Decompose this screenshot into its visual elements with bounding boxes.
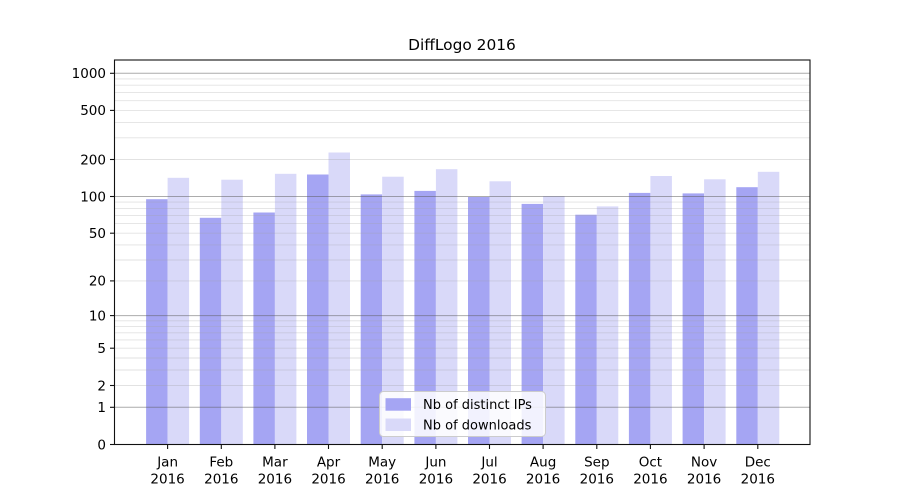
bar-downloads-aug bbox=[543, 196, 565, 445]
bars-layer bbox=[146, 152, 780, 445]
bar-ips-jul bbox=[468, 197, 490, 445]
grid-layer bbox=[114, 72, 810, 408]
x-tick-label: Aug 2016 bbox=[526, 455, 560, 488]
bar-ips-aug bbox=[521, 203, 544, 445]
bar-downloads-mar bbox=[274, 173, 297, 445]
y-tick-label: 2 bbox=[97, 378, 106, 394]
x-tick-label: Jul 2016 bbox=[472, 455, 506, 488]
bar-downloads-jul bbox=[489, 181, 511, 445]
x-tick-label: Jun 2016 bbox=[419, 455, 453, 488]
bar-downloads-jan bbox=[167, 177, 190, 445]
bar-ips-sep bbox=[575, 214, 597, 445]
bar-downloads-may bbox=[382, 176, 404, 445]
x-tick-label: Apr 2016 bbox=[311, 455, 345, 488]
bar-ips-oct bbox=[628, 192, 651, 445]
legend-swatch-downloads bbox=[385, 418, 411, 431]
legend-swatch-distinct-ips bbox=[385, 398, 411, 411]
x-tick-label: May 2016 bbox=[365, 455, 399, 488]
bar-ips-nov bbox=[682, 193, 705, 445]
axes-layer: 0 1 2 5 10 20 50 100 200 500 1000 Jan 2016 Feb 2016 Mar… bbox=[72, 59, 811, 488]
plot-border bbox=[113, 59, 811, 446]
bar-ips-feb bbox=[199, 217, 222, 445]
bar-ips-apr bbox=[307, 174, 329, 445]
y-tick-label: 1 bbox=[97, 400, 106, 416]
x-tick-label: Dec 2016 bbox=[741, 455, 775, 488]
bar-downloads-nov bbox=[704, 179, 726, 445]
y-tick-label: 100 bbox=[80, 189, 106, 205]
y-tick-label: 20 bbox=[89, 274, 106, 290]
bar-downloads-apr bbox=[328, 152, 350, 445]
bar-ips-mar bbox=[253, 212, 275, 445]
x-tick-label: Nov 2016 bbox=[687, 455, 721, 488]
bar-ips-jun bbox=[414, 190, 436, 445]
y-tick-label: 0 bbox=[97, 437, 106, 453]
y-tick-label: 10 bbox=[89, 308, 106, 324]
y-tick-label: 5 bbox=[97, 341, 106, 357]
bar-ips-may bbox=[360, 194, 383, 445]
legend-box bbox=[379, 391, 546, 437]
bar-ips-jan bbox=[146, 199, 168, 445]
chart-title: DiffLogo 2016 bbox=[408, 36, 516, 54]
x-tick-label: Sep 2016 bbox=[580, 455, 614, 488]
x-tick-label: Jan 2016 bbox=[150, 455, 184, 488]
bar-downloads-oct bbox=[650, 176, 672, 445]
legend: Nb of distinct IPs Nb of downloads bbox=[379, 391, 546, 437]
bar-downloads-feb bbox=[221, 179, 243, 445]
legend-label-distinct-ips: Nb of distinct IPs bbox=[423, 398, 532, 413]
x-tick-label: Oct 2016 bbox=[633, 455, 667, 488]
y-tick-label: 500 bbox=[80, 103, 106, 119]
x-tick-label: Feb 2016 bbox=[204, 455, 238, 488]
bar-downloads-jun bbox=[435, 169, 458, 445]
bar-downloads-sep bbox=[596, 206, 619, 445]
x-tick-label: Mar 2016 bbox=[258, 455, 292, 488]
y-tick-label: 50 bbox=[89, 226, 106, 242]
y-tick-label: 200 bbox=[80, 152, 106, 168]
legend-label-downloads: Nb of downloads bbox=[423, 418, 532, 433]
y-tick-label: 1000 bbox=[72, 66, 106, 82]
bar-downloads-dec bbox=[757, 171, 780, 445]
